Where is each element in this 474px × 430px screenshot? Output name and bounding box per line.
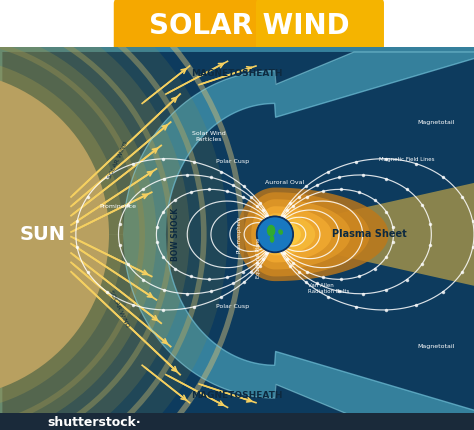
Circle shape — [0, 0, 190, 430]
FancyBboxPatch shape — [0, 43, 474, 426]
FancyBboxPatch shape — [114, 0, 384, 54]
Circle shape — [0, 0, 228, 430]
Text: MAGNETOSHEATH: MAGNETOSHEATH — [191, 391, 283, 400]
Polygon shape — [270, 183, 474, 286]
Text: Plasmasphere: Plasmasphere — [237, 216, 242, 253]
Ellipse shape — [267, 225, 275, 237]
Text: Prominence: Prominence — [100, 204, 137, 209]
Ellipse shape — [270, 235, 274, 243]
Text: Magnetotail: Magnetotail — [417, 120, 455, 125]
Text: Van Allen
Radiation Belts: Van Allen Radiation Belts — [308, 283, 349, 294]
Polygon shape — [2, 52, 474, 234]
Circle shape — [257, 217, 293, 252]
Polygon shape — [244, 192, 370, 276]
Text: Polar Cusp: Polar Cusp — [216, 304, 249, 309]
FancyBboxPatch shape — [0, 43, 474, 426]
Polygon shape — [237, 187, 389, 281]
Text: Polar Cusp: Polar Cusp — [216, 160, 249, 164]
Circle shape — [0, 160, 19, 309]
Circle shape — [0, 94, 85, 375]
Circle shape — [0, 141, 38, 328]
Circle shape — [257, 217, 293, 252]
Circle shape — [0, 71, 109, 398]
Text: SUN: SUN — [19, 225, 66, 244]
Circle shape — [0, 117, 62, 351]
Text: Auroral Oval: Auroral Oval — [265, 181, 305, 185]
Text: Magnetic Field Lines: Magnetic Field Lines — [379, 157, 435, 162]
Polygon shape — [2, 234, 474, 417]
Text: BOW SHOCK: BOW SHOCK — [171, 208, 180, 261]
Text: Magnetotail: Magnetotail — [417, 344, 455, 349]
Text: Equatorial Plane: Equatorial Plane — [256, 238, 261, 278]
Text: SOLAR WIND: SOLAR WIND — [108, 290, 129, 329]
Polygon shape — [262, 213, 315, 255]
Text: Solar Wind
Particles: Solar Wind Particles — [191, 131, 226, 141]
Circle shape — [0, 57, 123, 412]
Ellipse shape — [278, 229, 283, 235]
Polygon shape — [257, 206, 332, 262]
Polygon shape — [166, 58, 474, 410]
Polygon shape — [251, 199, 351, 270]
Polygon shape — [266, 219, 301, 249]
FancyBboxPatch shape — [256, 0, 384, 54]
Text: MAGNETOSHEATH: MAGNETOSHEATH — [191, 68, 283, 77]
Circle shape — [0, 24, 156, 430]
Text: SOLAR WIND: SOLAR WIND — [148, 12, 349, 40]
Text: Plasma Sheet: Plasma Sheet — [332, 229, 407, 240]
Text: shutterstock·: shutterstock· — [47, 416, 141, 429]
Text: SOLAR WIND: SOLAR WIND — [108, 140, 129, 179]
